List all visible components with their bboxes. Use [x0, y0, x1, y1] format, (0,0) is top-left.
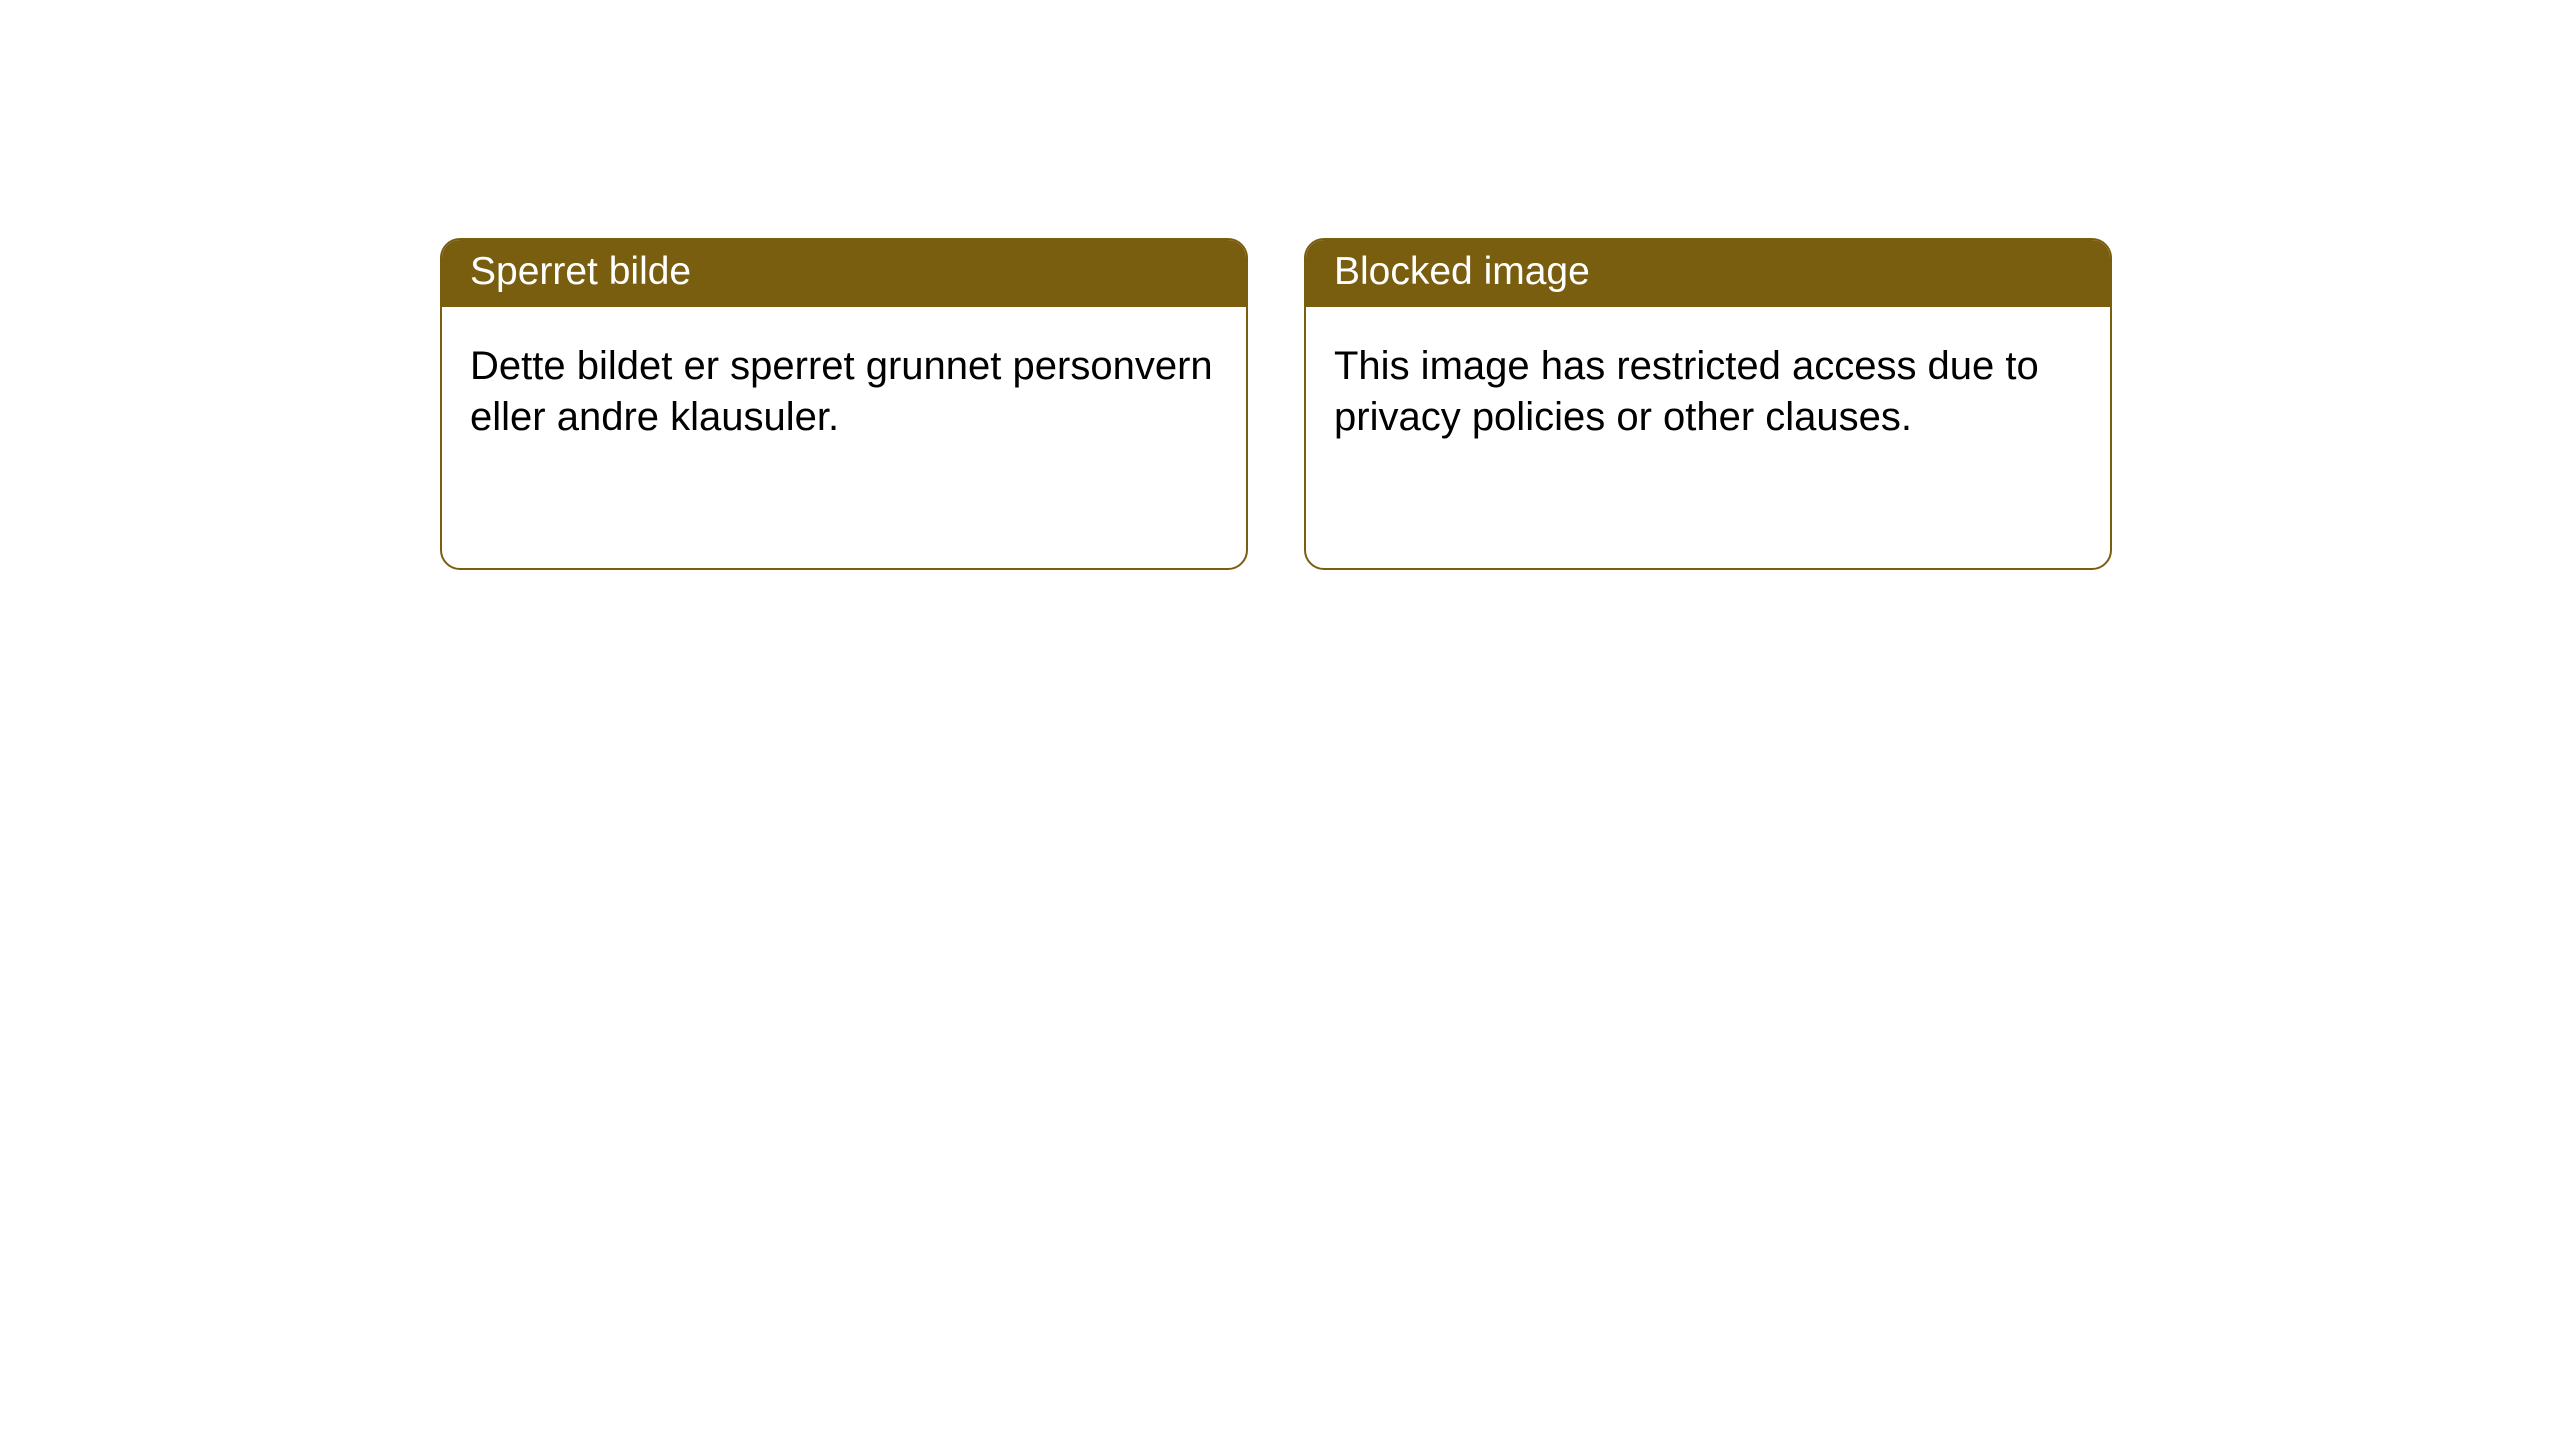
notice-cards-container: Sperret bilde Dette bildet er sperret gr…: [0, 0, 2560, 570]
notice-card-norwegian: Sperret bilde Dette bildet er sperret gr…: [440, 238, 1248, 570]
card-title: Blocked image: [1306, 240, 2110, 307]
notice-card-english: Blocked image This image has restricted …: [1304, 238, 2112, 570]
card-title: Sperret bilde: [442, 240, 1246, 307]
card-body: Dette bildet er sperret grunnet personve…: [442, 307, 1246, 471]
card-body: This image has restricted access due to …: [1306, 307, 2110, 471]
